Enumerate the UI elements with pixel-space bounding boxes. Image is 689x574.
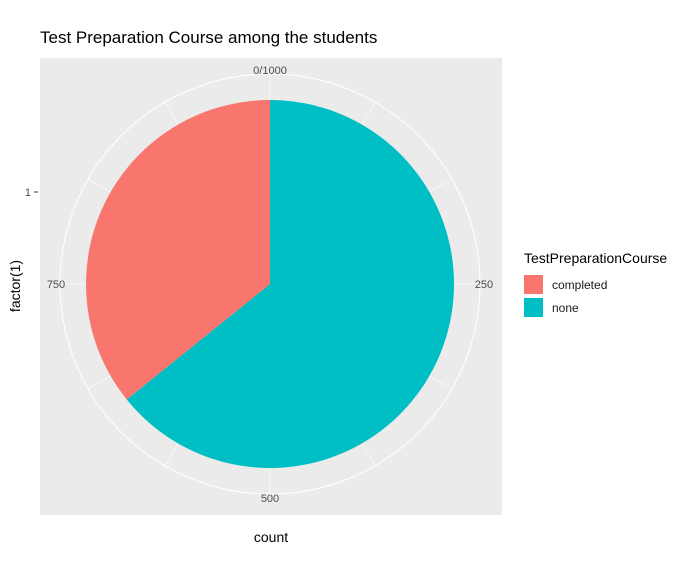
- legend-label-completed: completed: [552, 277, 608, 292]
- radial-tick-label: 250: [475, 279, 493, 291]
- legend-label-none: none: [552, 300, 579, 315]
- pie-slice-none: [126, 100, 454, 468]
- radial-tick-labels: 0/1000 250 500 750: [47, 65, 493, 505]
- legend-item-none: none: [524, 296, 667, 319]
- chart-title: Test Preparation Course among the studen…: [40, 28, 378, 47]
- legend-key-none: [524, 298, 543, 317]
- radial-tick-label: 750: [47, 279, 65, 291]
- radial-tick-label: 0/1000: [253, 65, 287, 77]
- y-tick-label-1: 1: [25, 187, 31, 199]
- legend-key-completed: [524, 275, 543, 294]
- pie-slice-completed: [85, 100, 271, 400]
- x-axis-label: count: [254, 529, 288, 545]
- pie-slices: [85, 100, 454, 468]
- y-axis-label: factor(1): [7, 260, 23, 312]
- legend: TestPreparationCourse completed none: [524, 250, 667, 319]
- legend-title: TestPreparationCourse: [524, 250, 668, 266]
- legend-item-completed: completed: [524, 273, 667, 296]
- radial-tick-label: 500: [261, 493, 279, 505]
